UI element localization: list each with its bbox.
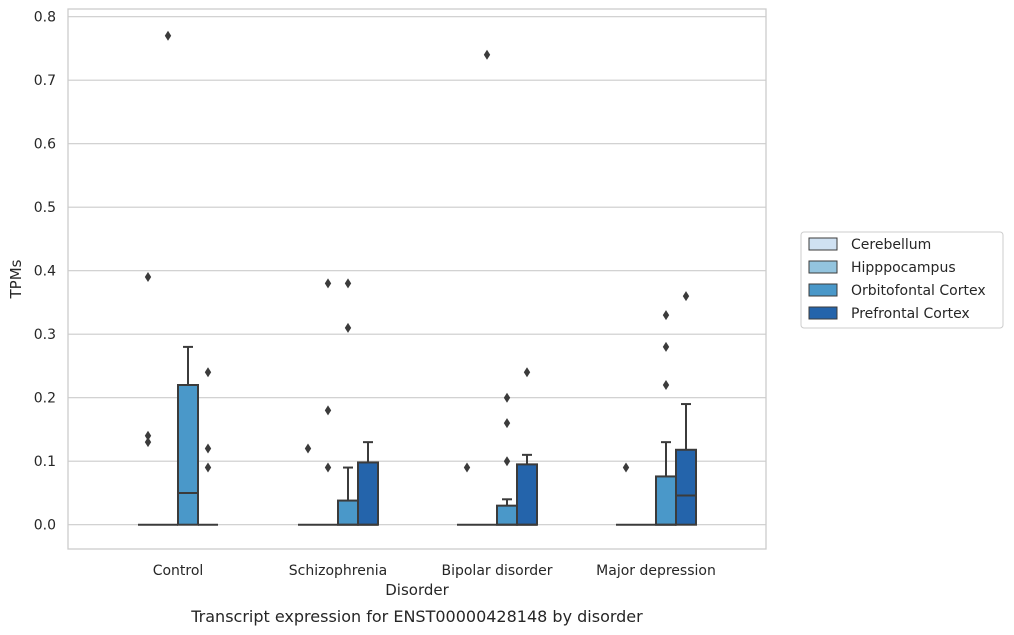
box-body: [496, 504, 518, 526]
outlier-point: [344, 278, 352, 289]
y-tick-label: 0.4: [34, 264, 56, 280]
chart-caption: Transcript expression for ENST0000042814…: [190, 607, 643, 626]
outlier-point: [622, 462, 630, 473]
outlier-point: [503, 392, 511, 403]
outlier-point: [324, 405, 332, 416]
box-body: [516, 463, 538, 526]
box-body: [337, 499, 359, 526]
legend-label: Orbitofontal Cortex: [851, 283, 986, 299]
legend-swatch: [808, 283, 838, 297]
box-cerebellum: [298, 443, 318, 526]
box-plots: [138, 30, 697, 526]
outlier-point: [503, 418, 511, 429]
outlier-point: [503, 456, 511, 467]
outlier-point: [144, 272, 152, 283]
box-body: [675, 448, 697, 526]
outlier-point: [344, 322, 352, 333]
box-prefrontal-cortex: [357, 441, 379, 526]
outlier-point: [483, 49, 491, 60]
outlier-point: [324, 462, 332, 473]
x-axis: Control Schizophrenia Bipolar disorder Majo…: [153, 563, 716, 579]
outlier-point: [662, 341, 670, 352]
outlier-point: [204, 443, 212, 454]
y-tick-label: 0.2: [34, 391, 56, 407]
y-tick-label: 0.1: [34, 454, 56, 470]
y-tick-label: 0.3: [34, 327, 56, 343]
legend-frame: [800, 231, 1004, 329]
legend-label: Prefrontal Cortex: [851, 306, 970, 322]
box-hipppocampus: [477, 49, 497, 526]
outlier-point: [144, 430, 152, 441]
outlier-point: [463, 462, 471, 473]
box-hipppocampus: [158, 30, 178, 526]
box-body: [357, 461, 379, 526]
box-orbitofontal-cortex: [655, 310, 677, 526]
box-prefrontal-cortex: [198, 367, 218, 526]
legend-swatch: [808, 306, 838, 320]
legend: Cerebellum Hipppocampus Orbitofontal Corte…: [800, 231, 1004, 329]
box-orbitofontal-cortex: [337, 278, 359, 526]
outlier-point: [144, 437, 152, 448]
outlier-point: [324, 278, 332, 289]
y-axis: 0.0 0.1 0.2 0.3 0.4 0.5 0.6 0.7 0.8: [34, 10, 56, 534]
box-orbitofontal-cortex: [496, 392, 518, 526]
box-cerebellum: [616, 462, 636, 526]
y-axis-label: TPMs: [7, 259, 25, 299]
y-tick-label: 0.0: [34, 518, 56, 534]
outlier-point: [204, 462, 212, 473]
x-axis-label: Disorder: [385, 581, 449, 599]
x-tick-label: Schizophrenia: [289, 563, 387, 579]
box-prefrontal-cortex: [516, 367, 538, 526]
box-body: [177, 384, 199, 526]
y-tick-label: 0.5: [34, 200, 56, 216]
box-cerebellum: [457, 462, 477, 526]
y-tick-label: 0.7: [34, 73, 56, 89]
x-tick-label: Bipolar disorder: [441, 563, 552, 579]
outlier-point: [682, 291, 690, 302]
legend-label: Cerebellum: [851, 237, 931, 253]
legend-swatch: [808, 260, 838, 274]
outlier-point: [662, 380, 670, 390]
box-hipppocampus: [318, 278, 338, 526]
plot-area: [67, 8, 767, 550]
legend-swatch: [808, 237, 838, 251]
x-tick-label: Major depression: [596, 563, 716, 579]
box-prefrontal-cortex: [675, 291, 697, 526]
y-tick-label: 0.6: [34, 137, 56, 153]
outlier-point: [164, 30, 172, 41]
legend-label: Hipppocampus: [851, 260, 956, 276]
box-body: [655, 475, 677, 526]
box-cerebellum: [138, 272, 158, 526]
box-orbitofontal-cortex: [177, 345, 199, 526]
outlier-point: [523, 367, 531, 378]
y-tick-label: 0.8: [34, 10, 56, 26]
outlier-point: [304, 443, 312, 454]
grid-lines: [68, 16, 766, 526]
x-tick-label: Control: [153, 563, 204, 579]
outlier-point: [662, 310, 670, 321]
outlier-point: [204, 367, 212, 378]
